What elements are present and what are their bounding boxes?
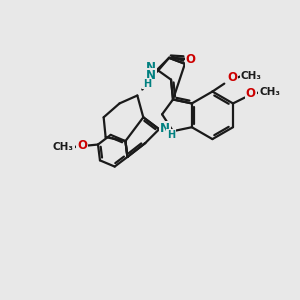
Text: H: H (144, 71, 152, 81)
Text: N: N (187, 54, 197, 67)
Text: H: H (143, 79, 151, 88)
Text: O: O (77, 139, 87, 152)
Text: O: O (186, 53, 196, 66)
Text: H: H (167, 130, 175, 140)
Text: N: N (146, 69, 156, 82)
Text: O: O (227, 71, 237, 84)
Text: CH₃: CH₃ (241, 71, 262, 81)
Text: CH₃: CH₃ (53, 142, 74, 152)
Text: N: N (160, 122, 170, 135)
Text: CH₃: CH₃ (259, 86, 280, 97)
Text: O: O (246, 87, 256, 100)
Text: N: N (146, 61, 156, 74)
